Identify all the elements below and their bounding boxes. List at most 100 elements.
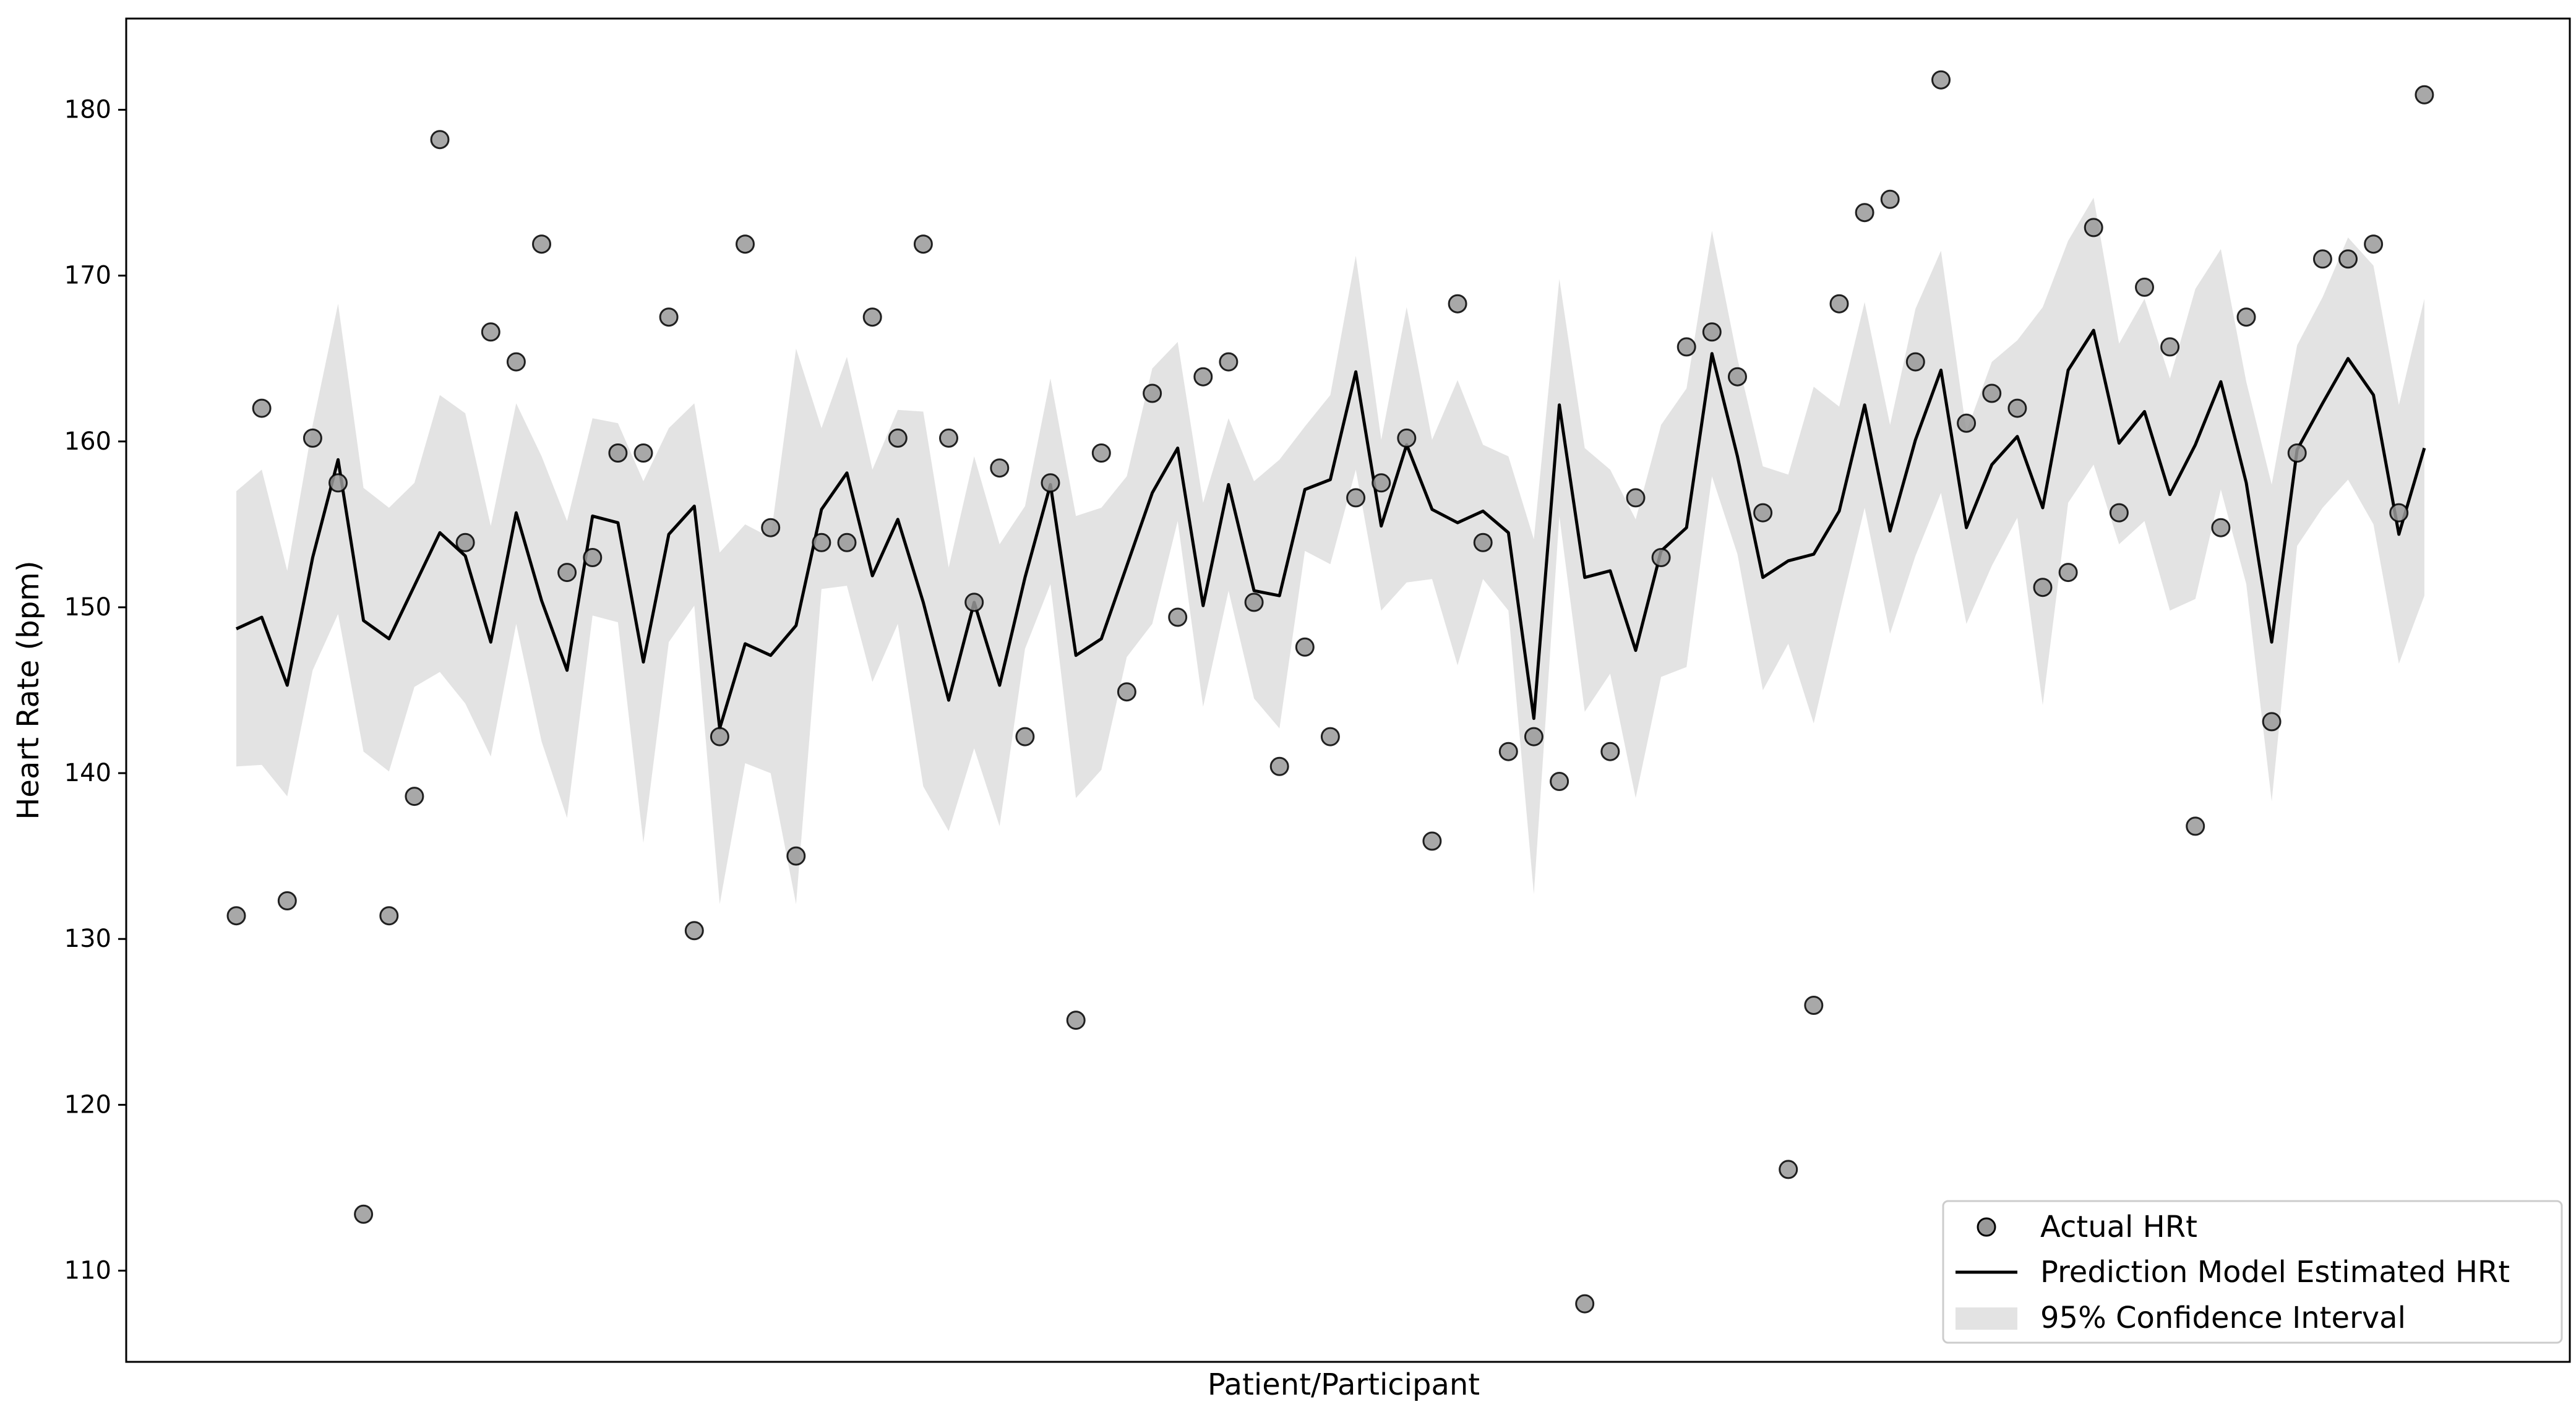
actual-point [1346,488,1366,508]
actual-points-layer [226,70,2434,1314]
actual-point [2262,712,2282,732]
actual-point [1372,473,1391,493]
actual-point [583,548,603,567]
actual-point [1244,592,1264,612]
actual-point [2389,503,2409,523]
y-tick-label: 170 [64,262,111,290]
y-tick-label: 150 [64,593,111,622]
actual-point [633,443,653,463]
legend-confidence-label: 95% Confidence Interval [2040,1301,2406,1335]
actual-point [1473,532,1493,552]
actual-point [659,307,679,327]
actual-point [532,234,551,254]
x-axis-label: Patient/Participant [1208,1367,1480,1402]
actual-point [557,563,577,583]
actual-point [1015,727,1035,746]
actual-point [1422,831,1442,851]
actual-point [2211,518,2231,537]
actual-point [608,443,628,463]
actual-point [2186,816,2205,836]
actual-point [226,906,246,926]
confidence-band-layer [236,197,2424,904]
actual-point [2364,234,2384,254]
actual-point [1651,548,1671,567]
actual-point [1626,488,1646,508]
actual-point [1117,682,1136,702]
y-tick-label: 130 [64,925,111,953]
actual-point [1320,727,1340,746]
actual-point [379,906,399,926]
actual-point [964,592,984,612]
y-axis-label: Heart Rate (bpm) [11,560,46,819]
actual-point [1448,294,1467,314]
y-tick-label: 180 [64,95,111,124]
legend: Actual HRt Prediction Model Estimated HR… [1942,1200,2563,1344]
y-tick-label: 120 [64,1090,111,1119]
y-tick-label: 160 [64,427,111,456]
actual-point [2312,249,2332,269]
actual-point [405,787,424,806]
actual-point [786,846,806,866]
actual-point [1779,1160,1798,1179]
actual-point [812,532,831,552]
prediction-line [235,328,2426,730]
actual-point [1702,322,1722,342]
actual-point [1931,70,1951,90]
actual-point [277,891,297,910]
actual-point [736,234,755,254]
actual-point [1600,742,1620,761]
actual-point [1193,367,1213,387]
actual-point [328,473,348,493]
y-axis-ticks: 110 120 130 140 150 160 170 180 [64,95,126,1285]
actual-point [252,398,272,418]
actual-point [2135,277,2154,297]
actual-point [1524,727,1543,746]
actual-point [2007,398,2027,418]
actual-point [303,428,322,448]
actual-point [710,727,729,746]
actual-point [1066,1011,1086,1030]
actual-point [2033,578,2053,597]
y-tick-label: 110 [64,1257,111,1285]
actual-point [684,921,704,941]
actual-point [1575,1294,1595,1314]
actual-point [1041,473,1060,493]
actual-point [430,130,450,150]
actual-point [1728,367,1747,387]
actual-point [1168,607,1188,627]
actual-point [1295,637,1315,657]
actual-point [888,428,908,448]
actual-point [2084,218,2103,237]
actual-point [1498,742,1518,761]
actual-point [481,322,500,342]
legend-confidence-marker [1956,1307,2017,1330]
actual-point [2236,307,2256,327]
actual-point [1880,189,1900,209]
actual-point [1753,503,1773,523]
confidence-band [236,197,2424,904]
prediction-line-layer [235,328,2426,730]
plot-frame [125,17,2571,1363]
actual-point [1905,352,1925,372]
legend-actual-marker [1977,1217,1996,1237]
actual-point [1855,203,1874,223]
actual-point [2058,563,2078,583]
actual-point [1269,756,1289,776]
actual-point [761,518,781,537]
actual-point [2109,503,2129,523]
actual-point [990,458,1010,478]
actual-point [1219,352,1239,372]
actual-point [2415,85,2434,105]
actual-point [1982,383,2002,403]
actual-point [1397,428,1417,448]
actual-point [1677,337,1696,357]
actual-point [1091,443,1111,463]
actual-point [913,234,933,254]
actual-point [1550,772,1569,791]
y-tick-label: 140 [64,759,111,787]
legend-frame [1942,1200,2563,1344]
actual-point [1143,383,1162,403]
actual-point [862,307,882,327]
